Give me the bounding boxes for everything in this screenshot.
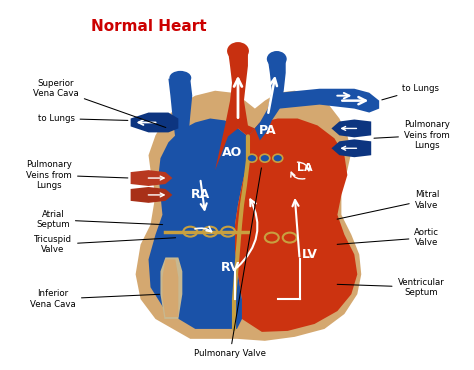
Text: to Lungs: to Lungs xyxy=(37,114,128,123)
Polygon shape xyxy=(235,118,357,332)
Text: PA: PA xyxy=(259,124,277,137)
Text: AO: AO xyxy=(222,146,242,159)
Polygon shape xyxy=(248,57,286,140)
Text: Atrial
Septum: Atrial Septum xyxy=(36,210,163,229)
Polygon shape xyxy=(131,170,173,186)
Text: Superior
Vena Cava: Superior Vena Cava xyxy=(33,79,166,128)
Text: Inferior
Vena Cava: Inferior Vena Cava xyxy=(30,289,160,309)
Ellipse shape xyxy=(283,233,297,243)
Polygon shape xyxy=(215,49,255,170)
Text: Tricuspid
Valve: Tricuspid Valve xyxy=(34,235,175,254)
Polygon shape xyxy=(131,112,178,132)
Ellipse shape xyxy=(267,51,287,67)
Ellipse shape xyxy=(260,154,270,162)
Polygon shape xyxy=(270,89,379,112)
Text: RV: RV xyxy=(220,261,240,274)
Polygon shape xyxy=(163,259,178,317)
Text: Ventricular
Septum: Ventricular Septum xyxy=(337,278,444,297)
Text: to Lungs: to Lungs xyxy=(382,84,439,100)
Text: Normal Heart: Normal Heart xyxy=(91,19,207,34)
Text: Pulmonary
Veins from
Lungs: Pulmonary Veins from Lungs xyxy=(26,160,128,190)
Text: Aortic
Valve: Aortic Valve xyxy=(337,228,439,247)
Polygon shape xyxy=(131,187,173,203)
Polygon shape xyxy=(136,91,361,341)
Text: Mitral
Valve: Mitral Valve xyxy=(337,190,439,219)
Text: LA: LA xyxy=(297,163,312,173)
Polygon shape xyxy=(331,120,371,137)
Ellipse shape xyxy=(247,154,257,162)
Ellipse shape xyxy=(227,42,249,60)
Ellipse shape xyxy=(273,154,283,162)
Ellipse shape xyxy=(169,71,191,85)
Ellipse shape xyxy=(203,227,217,236)
Ellipse shape xyxy=(183,227,197,236)
Ellipse shape xyxy=(265,233,279,243)
Polygon shape xyxy=(331,139,371,157)
Text: RA: RA xyxy=(191,188,210,201)
Polygon shape xyxy=(161,258,182,319)
Text: Pulmonary
Veins from
Lungs: Pulmonary Veins from Lungs xyxy=(374,121,450,150)
Polygon shape xyxy=(168,77,192,180)
Text: Pulmonary Valve: Pulmonary Valve xyxy=(194,168,266,358)
Polygon shape xyxy=(148,118,260,329)
Ellipse shape xyxy=(221,227,235,236)
Text: LV: LV xyxy=(301,248,318,261)
